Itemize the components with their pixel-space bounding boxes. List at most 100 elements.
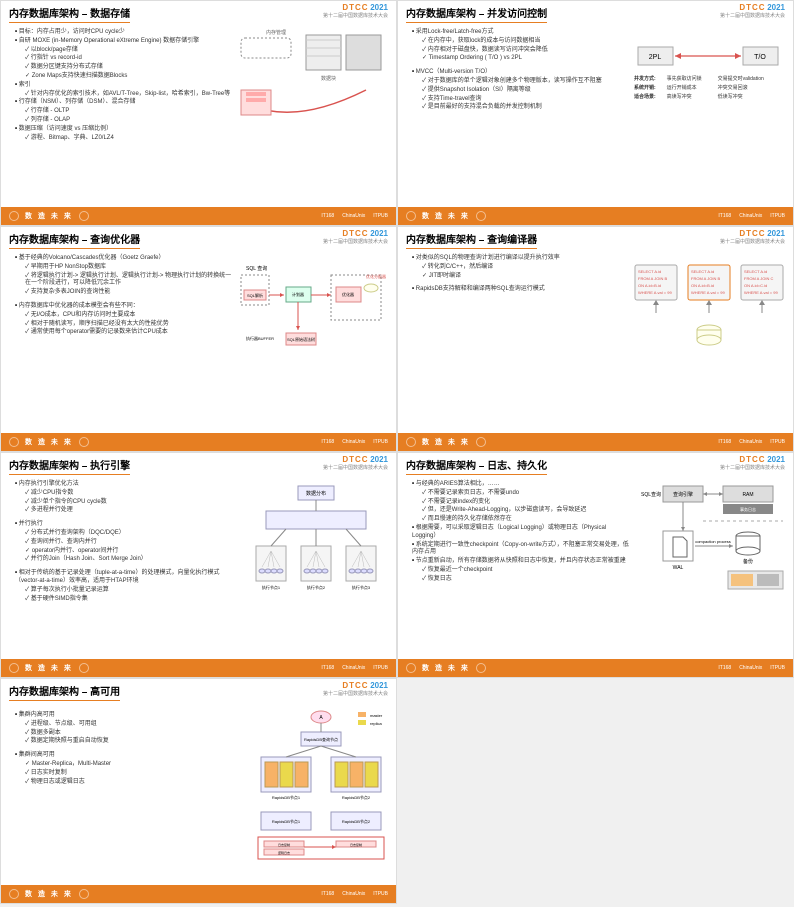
- slide-title: 内存数据库架构 – 查询编译器: [406, 231, 537, 249]
- svg-text:WHERE A.val = 99: WHERE A.val = 99: [744, 290, 778, 295]
- bullet-item: 对类似的SQL的物理查询计划进行编译以提升执行效率: [412, 255, 629, 263]
- bullet-item: 是目前最好的支持混合负载的并发控制机制: [412, 104, 629, 112]
- slide-footer: 数 造 未 来IT168ChinaUnixITPUB: [1, 659, 396, 677]
- svg-text:执行器BUFFER: 执行器BUFFER: [246, 335, 274, 341]
- bullet-item: RapidsDB支持解释和编译两种SQL查询运行模式: [412, 286, 629, 294]
- svg-text:计划器: 计划器: [292, 291, 304, 297]
- bullet-item: 对于数据库的单个逻辑对象创建多个物理版本，读写操作互不阻塞: [412, 78, 629, 86]
- bullet-item: 目标：内存占用少，访问时CPU cycle少: [15, 29, 232, 37]
- svg-text:数据块: 数据块: [321, 75, 336, 82]
- bullet-item: 不需要记录index的变化: [412, 499, 629, 507]
- svg-text:master: master: [370, 713, 383, 718]
- bullet-item: 基于经典的Volcano/Cascades优化器（Goetz Graefe）: [15, 255, 232, 263]
- bullet-item: JIT即时编译: [412, 273, 629, 281]
- svg-text:执行节点2: 执行节点2: [307, 584, 326, 590]
- bullet-item: 但，还是Write-Ahead-Logging，以步磁盘读写，会导致延迟: [412, 507, 629, 515]
- footer-brand: IT168: [321, 213, 334, 219]
- bullet-item: 转化到C/C++，然后编译: [412, 264, 629, 272]
- slide-title: 内存数据库架构 – 并发访问控制: [406, 5, 547, 23]
- content-text: 与经典的ARIES算法相比，……不需要记录索页日志，不需要undo不需要记录in…: [412, 481, 633, 623]
- footer-brand: ITPUB: [373, 665, 388, 671]
- footer-brand: ChinaUnix: [342, 439, 365, 445]
- bullet-item: 恢复日志: [412, 576, 629, 584]
- svg-text:SELECT A.id: SELECT A.id: [744, 269, 767, 274]
- bullet-item: 数据分区键支持分布式存储: [15, 64, 232, 72]
- footer-brand: IT168: [718, 213, 731, 219]
- bullet-item: 分布式并行查询架构（DQC/DQE）: [15, 530, 232, 538]
- svg-text:T/O: T/O: [754, 54, 766, 61]
- slide-2: 内存数据库架构 – 查询优化器DTCC 2021第十二届中国数据库技术大会基于经…: [0, 226, 397, 452]
- bullet-item: 集群内高可用: [15, 712, 232, 720]
- bullet-item: 日志实时复制: [15, 770, 232, 778]
- bullet-item: 在内存中，获取lock的成本与访问数据相当: [412, 38, 629, 46]
- bullet-item: 数据定期快照与重启自动恢复: [15, 738, 232, 746]
- svg-text:2PL: 2PL: [649, 54, 662, 61]
- svg-text:ON A.id=B.id: ON A.id=B.id: [691, 283, 714, 288]
- dtcc-logo: DTCC 2021第十二届中国数据库技术大会: [323, 455, 388, 471]
- svg-text:备份: 备份: [743, 558, 753, 565]
- footer-brand: IT168: [321, 665, 334, 671]
- slide-footer: 数 造 未 来IT168ChinaUnixITPUB: [398, 433, 793, 451]
- diagram-log: SQL查询 查询引擎 RAM 事务日志 WAL 备份 compaction pr…: [633, 481, 783, 623]
- bullet-item: 支持复杂多表JOIN的查询性能: [15, 289, 232, 297]
- slide-title: 内存数据库架构 – 数据存储: [9, 5, 130, 23]
- svg-text:compaction process: compaction process: [695, 539, 731, 544]
- footer-brand: IT168: [321, 891, 334, 897]
- content-text: 内存执行引擎优化方法减少CPU指令数减少单个指令的CPU cycle数多进程并行…: [15, 481, 236, 623]
- dtcc-logo: DTCC 2021第十二届中国数据库技术大会: [323, 3, 388, 19]
- footer-brand: ITPUB: [373, 439, 388, 445]
- slide-5: 内存数据库架构 – 日志、持久化DTCC 2021第十二届中国数据库技术大会与经…: [397, 452, 794, 678]
- svg-text:RapidsDB节点1: RapidsDB节点1: [272, 794, 301, 800]
- svg-text:SELECT A.id: SELECT A.id: [691, 269, 714, 274]
- bullet-item: 内存数据库中优化器的成本模型会有些不同：: [15, 303, 232, 311]
- bullet-item: 相对于随机读写，顺序扫描已经没有太大的性能优势: [15, 321, 232, 329]
- svg-text:事务日志: 事务日志: [740, 506, 756, 512]
- slide-3: 内存数据库架构 – 查询编译器 DTCC 2021第十二届中国数据库技术大会对类似…: [397, 226, 794, 452]
- svg-text:ON A.id=C.id: ON A.id=C.id: [744, 283, 767, 288]
- svg-text:ON A.id=B.id: ON A.id=B.id: [638, 283, 661, 288]
- footer-brand: IT168: [718, 439, 731, 445]
- diagram-optimizer: SQL 查询 SQL解析 计划器 优化器 执行器BUFFER SQL原始语法树 …: [236, 255, 386, 377]
- bullet-item: 将逻辑执行计划-> 逻辑执行计划、逻辑执行计划-> 物理执行计划的转换统一在一个…: [15, 273, 232, 289]
- bullet-item: 根据需要，可以采取逻辑日志（Logical Logging）或物理日志（Phys…: [412, 525, 629, 541]
- dtcc-logo: DTCC 2021第十二届中国数据库技术大会: [720, 229, 785, 245]
- footer-brand: IT168: [321, 439, 334, 445]
- slide-0: 内存数据库架构 – 数据存储 DTCC 2021第十二届中国数据库技术大会目标：内…: [0, 0, 397, 226]
- bullet-item: 减少CPU指令数: [15, 490, 232, 498]
- svg-text:RapidsDB节点2: RapidsDB节点2: [342, 818, 371, 824]
- footer-brand: ITPUB: [770, 439, 785, 445]
- bullet-item: 通常使用每个operator需要的记录数来估计CPU成本: [15, 329, 232, 337]
- slide-title: 内存数据库架构 – 执行引擎: [9, 457, 130, 475]
- bullet-item: 支持Time-travel查询: [412, 96, 629, 104]
- bullet-item: 早期用于HP NonStop数据库: [15, 264, 232, 272]
- bullet-item: 针对内存优化的索引技术，如AVL/T-Tree，Skip-list，哈希索引，B…: [15, 91, 232, 99]
- bullet-item: 多进程并行处理: [15, 507, 232, 515]
- svg-text:RapidsDB节点1: RapidsDB节点1: [272, 818, 301, 824]
- slide-1: 内存数据库架构 – 并发访问控制DTCC 2021第十二届中国数据库技术大会采用…: [397, 0, 794, 226]
- bullet-item: 相对于传统的基于记录处理（tuple-at-a-time）的处理模式，向量化执行…: [15, 570, 232, 586]
- svg-text:FROM A JOIN C: FROM A JOIN C: [744, 276, 773, 281]
- bullet-item: 算子每次执行小批量记录运算: [15, 587, 232, 595]
- diagram-compiler: SELECT A.id FROM A JOIN B ON A.id=B.id WHE…: [633, 255, 783, 357]
- bullet-item: operator内并行、operator间并行: [15, 548, 232, 556]
- dtcc-logo: DTCC 2021第十二届中国数据库技术大会: [323, 681, 388, 697]
- svg-text:优化器: 优化器: [342, 291, 354, 297]
- svg-text:RAM: RAM: [742, 492, 753, 498]
- bullet-item: 系统定期进行一致性checkpoint（Copy-on-write方式），不阻塞…: [412, 542, 629, 558]
- content-text: 对类似的SQL的物理查询计划进行编译以提升执行效率转化到C/C++，然后编译JI…: [412, 255, 633, 357]
- diagram-exec: 数据分布 执行节点1 执行节点2: [236, 481, 386, 623]
- bullet-item: 内存相对于磁盘快，数据读写访问冲突会降低: [412, 47, 629, 55]
- slide-title: 内存数据库架构 – 查询优化器: [9, 231, 140, 249]
- svg-text:FROM A JOIN B: FROM A JOIN B: [691, 276, 720, 281]
- bullet-item: 并行的Join（Hash Join、Sort Merge Join）: [15, 556, 232, 564]
- footer-brand: ChinaUnix: [739, 213, 762, 219]
- bullet-item: Zone Maps支持快速扫描数据Blocks: [15, 73, 232, 81]
- dtcc-logo: DTCC 2021第十二届中国数据库技术大会: [720, 455, 785, 471]
- footer-brand: ChinaUnix: [342, 891, 365, 897]
- footer-brand: ChinaUnix: [342, 213, 365, 219]
- diagram-storage: 内存管理 数据块: [236, 30, 386, 142]
- bullet-item: 内存执行引擎优化方法: [15, 481, 232, 489]
- bullet-item: 与经典的ARIES算法相比，……: [412, 481, 629, 489]
- footer-brand: ChinaUnix: [342, 665, 365, 671]
- bullet-item: 自研 MOXE (in-Memory Operational eXtreme E…: [15, 38, 232, 46]
